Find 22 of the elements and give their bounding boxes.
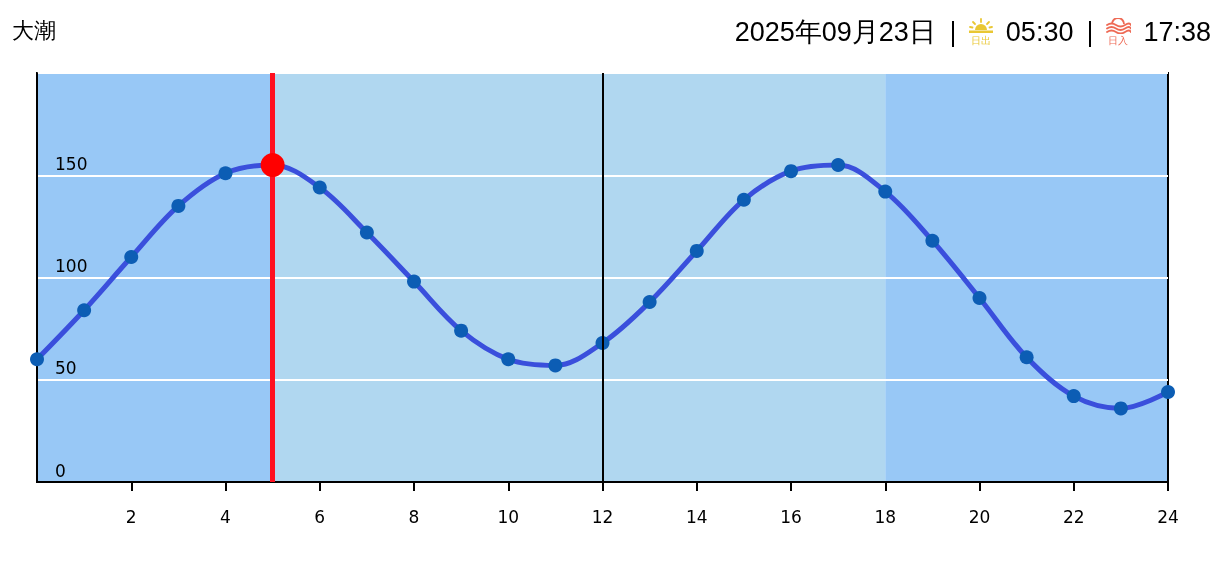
x-tick-label: 22 <box>1062 506 1085 527</box>
y-tick-label: 50 <box>55 358 77 379</box>
chart-title: 大潮 <box>12 17 56 45</box>
text: 日出 <box>970 35 991 46</box>
text: 17:38 <box>1143 16 1211 48</box>
x-tick-label: 20 <box>968 506 991 527</box>
text: 日入 <box>1108 35 1129 46</box>
x-tick-label: 2 <box>125 506 137 527</box>
y-tick-label: 150 <box>55 153 88 174</box>
x-tick-label: 8 <box>408 506 420 527</box>
x-tick-label: 6 <box>314 506 326 527</box>
x-tick-label: 18 <box>874 506 897 527</box>
x-tick-label: 14 <box>685 506 708 527</box>
y-tick-label: 0 <box>55 460 66 481</box>
y-tick-label: 100 <box>55 256 88 276</box>
x-tick-label: 4 <box>220 506 231 527</box>
x-tick-label: 24 <box>1157 506 1179 527</box>
x-tick-label: 16 <box>780 506 802 527</box>
x-tick-label: 10 <box>497 506 520 527</box>
x-tick-label: 12 <box>591 506 614 527</box>
text: 05:30 <box>1005 16 1074 48</box>
chart-subtitle: 2025年09月23日 <box>734 16 936 49</box>
